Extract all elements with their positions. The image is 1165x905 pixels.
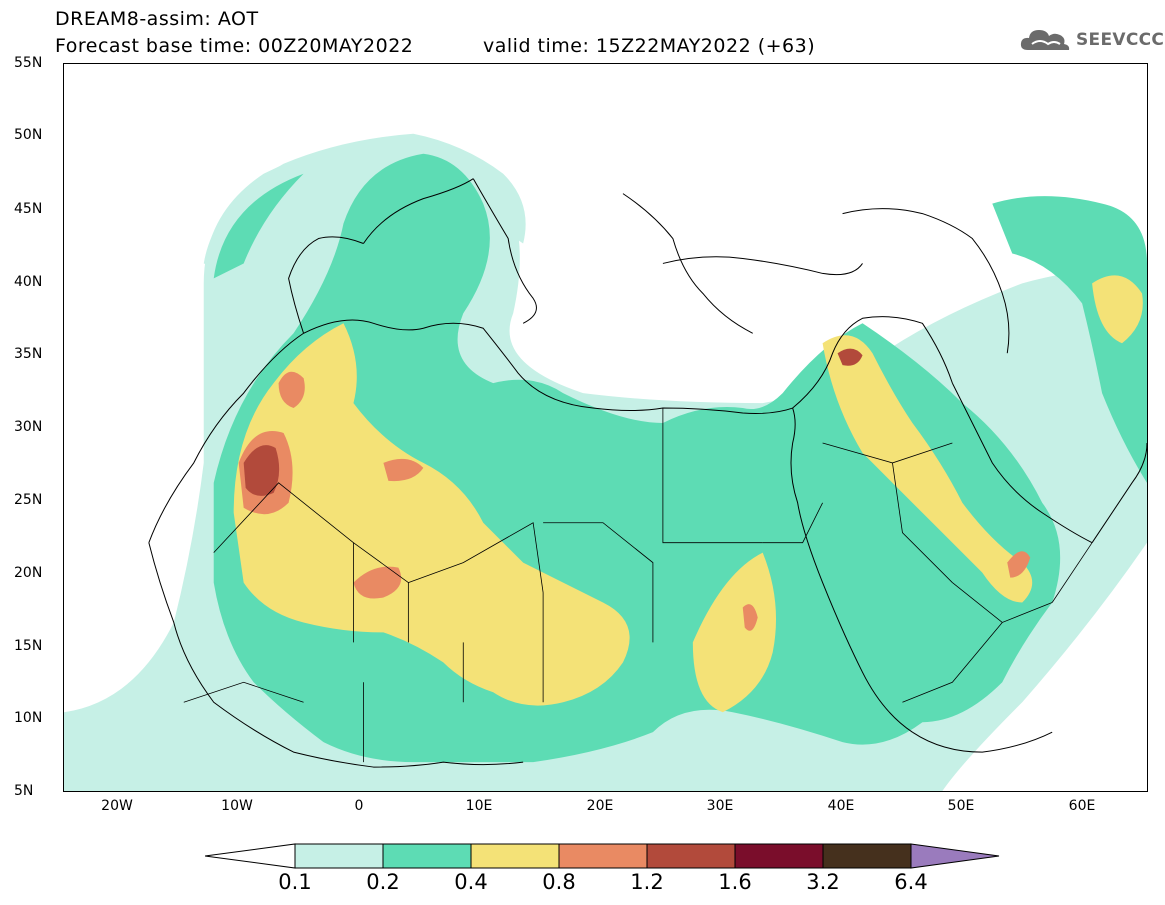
aot-field <box>64 133 1147 791</box>
aot-0.2-west <box>213 173 304 279</box>
aot-0.8-f <box>1007 551 1031 578</box>
aot-0.4-iran <box>1092 275 1143 344</box>
lat-label-35n: 35N <box>14 346 43 362</box>
coastlines <box>148 178 1147 768</box>
lon-label-40e: 40E <box>827 798 855 814</box>
lon-label-10w: 10W <box>221 798 253 814</box>
colorbar-high-arrow <box>910 843 1000 869</box>
legend-label-3.2: 3.2 <box>806 870 840 894</box>
lat-label-55n: 55N <box>14 55 43 71</box>
colorbar-bin-1.2 <box>646 843 736 869</box>
lon-label-20e: 20E <box>586 798 614 814</box>
colorbar-bin-0.2 <box>382 843 472 869</box>
colorbar-bin-3.2 <box>822 843 912 869</box>
aot-0.2-east <box>992 196 1147 483</box>
aot-0.8-a <box>278 371 305 409</box>
legend-label-0.8: 0.8 <box>542 870 576 894</box>
lon-label-20w: 20W <box>101 798 133 814</box>
aot-0.4-arabia <box>822 335 1033 603</box>
aot-0.8-c <box>383 458 424 482</box>
aot-0.8-d <box>353 566 402 599</box>
aot-0.4-sahara <box>233 323 630 706</box>
lat-label-45n: 45N <box>14 201 43 217</box>
cloud-icon <box>1020 30 1070 50</box>
lat-label-30n: 30N <box>14 419 43 435</box>
lat-label-20n: 20N <box>14 565 43 581</box>
lon-label-0: 0 <box>354 798 364 814</box>
legend-label-0.1: 0.1 <box>278 870 312 894</box>
lat-label-40n: 40N <box>14 274 43 290</box>
lat-label-5n: 5N <box>14 783 34 799</box>
colorbar-low-arrow <box>205 843 296 869</box>
logo-text: SEEVCCC <box>1076 30 1165 50</box>
country-borders <box>183 408 1093 763</box>
lon-label-60e: 60E <box>1068 798 1096 814</box>
forecast-base-time: Forecast base time: 00Z20MAY2022 <box>55 35 414 57</box>
aot-0.4-sudan <box>692 552 777 713</box>
lon-label-10e: 10E <box>465 798 493 814</box>
legend-label-6.4: 6.4 <box>894 870 928 894</box>
aot-1.2-core <box>243 445 280 496</box>
legend-label-0.2: 0.2 <box>366 870 400 894</box>
seevccc-logo: SEEVCCC <box>1018 26 1164 54</box>
lat-label-15n: 15N <box>14 638 43 654</box>
legend-label-1.6: 1.6 <box>718 870 752 894</box>
lat-label-10n: 10N <box>14 710 43 726</box>
lat-label-25n: 25N <box>14 492 43 508</box>
aot-map <box>63 63 1148 792</box>
legend-label-0.4: 0.4 <box>454 870 488 894</box>
colorbar-bin-0.4 <box>470 843 560 869</box>
lon-label-50e: 50E <box>947 798 975 814</box>
colorbar <box>205 843 1000 869</box>
lon-label-30e: 30E <box>706 798 734 814</box>
colorbar-bin-0.8 <box>558 843 648 869</box>
colorbar-bin-0.1 <box>294 843 384 869</box>
valid-time: valid time: 15Z22MAY2022 (+63) <box>483 35 816 57</box>
map-title: DREAM8-assim: AOT <box>55 8 259 30</box>
colorbar-bin-1.6 <box>734 843 824 869</box>
aot-0.8-e <box>742 604 758 631</box>
legend-label-1.2: 1.2 <box>630 870 664 894</box>
lat-label-50n: 50N <box>14 127 43 143</box>
aot-1.2-iraq <box>837 348 863 366</box>
